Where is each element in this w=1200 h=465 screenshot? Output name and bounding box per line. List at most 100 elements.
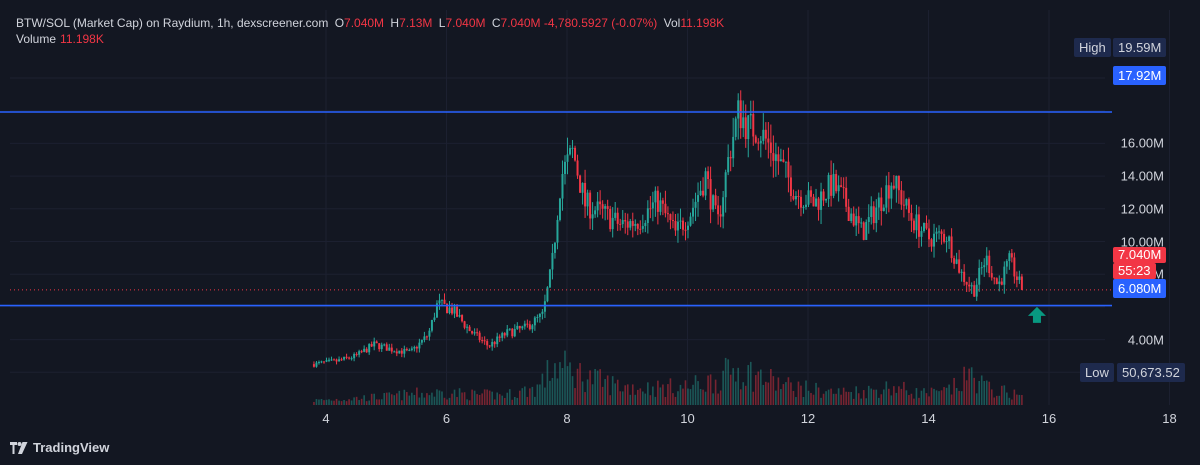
candle-body — [335, 359, 338, 362]
candle-body — [340, 359, 343, 361]
candle-body — [832, 174, 835, 196]
volume-bar — [885, 381, 888, 405]
candle-body — [902, 204, 905, 206]
candle-body — [579, 175, 582, 193]
volume-bar — [860, 398, 863, 405]
volume-bar — [431, 392, 433, 405]
volume-bar — [330, 400, 333, 405]
high-value: 7.13M — [399, 16, 433, 30]
candle-body — [328, 359, 331, 361]
low-tag-label: Low — [1080, 363, 1114, 382]
candle-body — [933, 233, 936, 247]
candle-body — [501, 333, 504, 338]
candle-body — [857, 216, 860, 224]
candle-body — [784, 161, 787, 163]
candle-body — [503, 333, 506, 336]
volume-bar — [812, 394, 815, 405]
volume-bar — [488, 390, 491, 405]
candle-body — [676, 221, 679, 231]
volume-bar — [837, 388, 840, 405]
candle-body — [955, 259, 958, 264]
volume-bar — [679, 384, 682, 405]
arrow-up-icon — [1027, 306, 1046, 323]
volume-bar — [624, 385, 627, 405]
volume-bar — [609, 395, 611, 405]
volume-bar — [817, 387, 820, 405]
volume-bar — [988, 381, 991, 405]
candle-body — [546, 287, 549, 302]
volume-bar — [754, 375, 757, 405]
volume-bar — [893, 386, 895, 405]
volume-bar — [421, 392, 423, 405]
candle-body — [601, 204, 604, 209]
volume-bar — [591, 384, 594, 405]
volume-bar — [659, 387, 662, 405]
volume-bar — [795, 397, 797, 405]
candle-body — [629, 221, 632, 228]
candle-body — [928, 228, 931, 240]
candle-body — [506, 329, 509, 336]
volume-bar — [441, 391, 443, 405]
volume-bar — [649, 395, 652, 405]
candle-body — [558, 198, 561, 220]
volume-bar — [1003, 385, 1006, 405]
open-value: 7.040M — [344, 16, 385, 30]
volume-bar — [551, 377, 554, 405]
candle-body — [980, 267, 983, 269]
volume-bar — [883, 389, 885, 405]
volume-bar — [368, 400, 370, 405]
candle-body — [586, 192, 589, 207]
volume-bar — [631, 384, 634, 405]
candle-body — [749, 114, 752, 116]
volume-bar — [519, 390, 521, 405]
volume-bar — [950, 394, 953, 405]
volume-bar — [1006, 392, 1008, 405]
volume-bar — [313, 401, 315, 405]
candle-body — [804, 204, 807, 207]
volume-bar — [333, 400, 335, 405]
candle-body — [860, 222, 863, 224]
high-tag-value: 19.59M — [1113, 38, 1167, 57]
candle-body — [787, 161, 790, 178]
volume-bar — [872, 389, 875, 405]
volume-bar — [526, 396, 529, 405]
volume-bar — [667, 384, 669, 405]
y-tick-label: 16.00M — [1120, 135, 1164, 151]
candle-body — [473, 332, 476, 334]
volume-bar — [852, 398, 855, 405]
candle-body — [521, 326, 524, 329]
volume-bar — [606, 375, 609, 405]
candle-body — [453, 306, 456, 314]
candle-body — [950, 236, 953, 259]
volume-bar — [938, 391, 940, 405]
volume-bar — [925, 393, 928, 405]
candle-body — [739, 100, 742, 129]
volume-bar — [411, 392, 413, 405]
candle-body — [523, 323, 526, 327]
high-label: H — [390, 16, 400, 30]
candle-body — [403, 348, 406, 354]
candle-body — [774, 154, 777, 161]
volume-bar — [589, 370, 591, 405]
candle-body — [569, 148, 572, 155]
y-tick-label: 14.00M — [1120, 168, 1164, 184]
volume-bar — [772, 376, 775, 405]
candle-body — [621, 220, 624, 225]
volume-bar — [619, 391, 622, 405]
candle-body — [907, 199, 910, 213]
volume-bar — [865, 398, 868, 405]
candle-body — [353, 353, 356, 359]
candle-body — [847, 206, 850, 221]
candle-body — [948, 236, 951, 242]
volume-bar — [328, 399, 330, 405]
candle-body — [930, 239, 933, 247]
candle-body — [679, 220, 682, 222]
tradingview-logo[interactable]: TradingView — [10, 440, 109, 455]
candle-body — [516, 325, 519, 330]
candle-body — [983, 265, 986, 268]
volume-bar — [652, 386, 654, 405]
volume-bar — [616, 379, 619, 405]
volume-bar — [473, 390, 476, 405]
candle-body — [355, 353, 358, 355]
